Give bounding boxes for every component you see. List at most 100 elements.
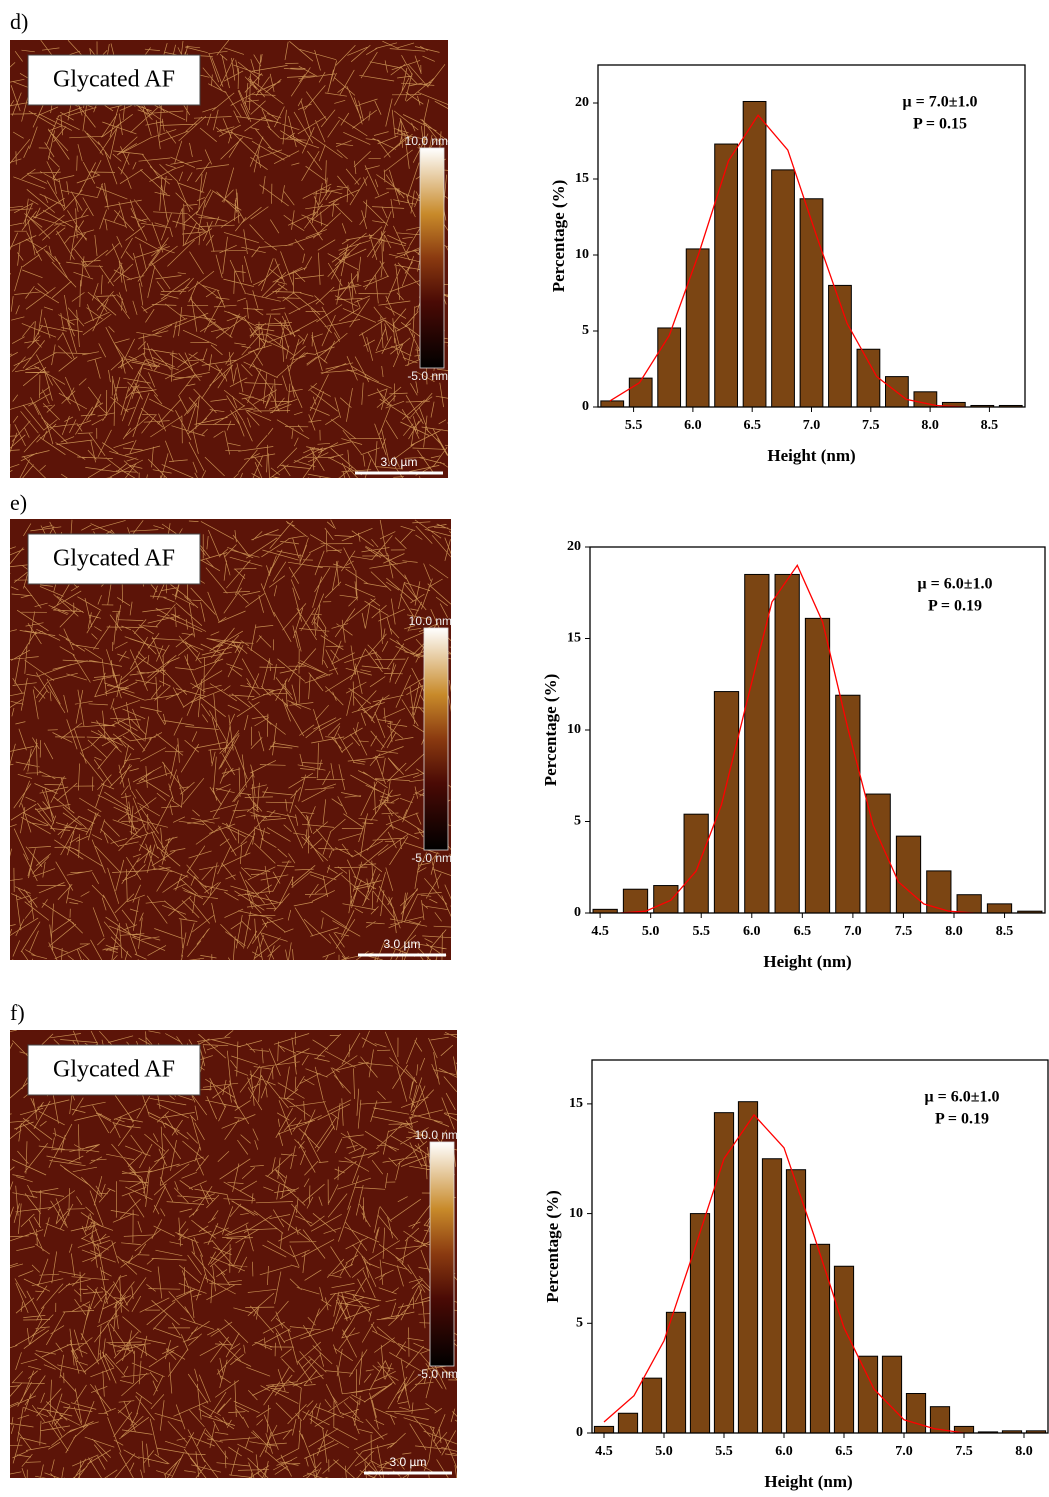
- x-tick-label: 6.0: [775, 1444, 793, 1459]
- x-tick-label: 6.5: [835, 1444, 853, 1459]
- y-tick-label: 5: [574, 814, 581, 829]
- annotation: P = 0.19: [928, 598, 982, 615]
- y-tick-label: 15: [567, 631, 581, 646]
- bar: [641, 1377, 663, 1433]
- x-tick-label: 7.0: [844, 924, 862, 939]
- tag-box: [27, 533, 201, 585]
- x-tick-label: 8.0: [1015, 1444, 1033, 1459]
- panel-label: d): [10, 9, 28, 34]
- y-axis-label: Percentage (%): [543, 1190, 562, 1303]
- y-tick-label: 5: [576, 1316, 583, 1331]
- bar: [809, 1243, 831, 1433]
- scale-bar-label: 3.0 µm: [381, 455, 418, 469]
- bar: [804, 617, 831, 913]
- scale-bar-label: 3.0 µm: [384, 937, 421, 951]
- x-tick-label: 6.0: [684, 418, 702, 433]
- colorbar: [429, 1141, 455, 1367]
- image-tag: Glycated AF: [53, 546, 175, 572]
- bar: [617, 1412, 639, 1433]
- x-tick-label: 7.5: [862, 418, 880, 433]
- y-tick-label: 15: [575, 171, 589, 186]
- afm-image: [10, 1030, 457, 1478]
- y-axis-label: Percentage (%): [549, 180, 568, 293]
- colorbar-max: 10.0 nm: [415, 1128, 458, 1142]
- bar: [833, 1265, 855, 1433]
- y-axis-label: Percentage (%): [541, 674, 560, 787]
- panel-label: f): [10, 1000, 25, 1025]
- bar: [941, 401, 966, 407]
- annotation: μ = 7.0±1.0: [903, 94, 978, 111]
- tag-box: [27, 54, 201, 106]
- bar: [761, 1158, 783, 1433]
- y-tick-label: 10: [567, 722, 581, 737]
- bar: [593, 1425, 615, 1433]
- bar: [1025, 1430, 1047, 1433]
- fibrils: [10, 519, 451, 960]
- annotation: P = 0.15: [913, 116, 967, 133]
- bar: [799, 198, 824, 407]
- bar: [628, 377, 653, 407]
- colorbar: [423, 627, 449, 851]
- x-axis-label: Height (nm): [767, 446, 855, 465]
- bar: [713, 1112, 735, 1433]
- panel-label: e): [10, 490, 27, 515]
- bar: [622, 888, 649, 913]
- bar: [1001, 1430, 1023, 1433]
- bar: [956, 894, 982, 913]
- colorbar-min: -5.0 nm: [411, 851, 452, 865]
- y-tick-label: 15: [569, 1096, 583, 1111]
- bar: [905, 1393, 927, 1433]
- x-tick-label: 5.0: [655, 1444, 673, 1459]
- x-axis-label: Height (nm): [764, 1472, 852, 1491]
- x-tick-label: 6.5: [794, 924, 812, 939]
- x-tick-label: 8.5: [996, 924, 1014, 939]
- bar: [881, 1355, 903, 1433]
- image-tag: Glycated AF: [53, 67, 175, 93]
- colorbar: [419, 147, 445, 369]
- x-tick-label: 5.0: [642, 924, 660, 939]
- scale-bar-label: 3.0 µm: [390, 1455, 427, 1469]
- bar: [742, 100, 767, 407]
- bar: [665, 1311, 687, 1433]
- image-tag: Glycated AF: [53, 1057, 175, 1083]
- bar: [771, 169, 795, 407]
- bar: [737, 1101, 759, 1433]
- bar: [657, 327, 682, 407]
- x-tick-label: 7.0: [895, 1444, 913, 1459]
- y-tick-label: 10: [569, 1206, 583, 1221]
- bar: [926, 870, 952, 913]
- bar: [970, 404, 995, 407]
- bar: [744, 573, 770, 913]
- annotation: μ = 6.0±1.0: [918, 576, 993, 593]
- y-tick-label: 20: [567, 539, 581, 554]
- x-tick-label: 6.0: [743, 924, 761, 939]
- fit-curve: [609, 114, 966, 407]
- tag-box: [27, 1044, 201, 1096]
- x-tick-label: 5.5: [692, 924, 710, 939]
- bar: [713, 691, 740, 913]
- bar: [685, 248, 710, 407]
- x-tick-label: 8.0: [921, 418, 939, 433]
- y-tick-label: 5: [582, 323, 589, 338]
- colorbar-max: 10.0 nm: [409, 614, 452, 628]
- fibrils: [10, 1030, 457, 1478]
- bar: [986, 903, 1013, 913]
- bar: [683, 813, 709, 913]
- bar: [857, 1355, 879, 1433]
- x-tick-label: 7.5: [955, 1444, 973, 1459]
- x-tick-label: 8.5: [981, 418, 999, 433]
- bar: [600, 400, 625, 407]
- x-tick-label: 7.0: [803, 418, 821, 433]
- plot-frame: [591, 1059, 1049, 1434]
- colorbar-min: -5.0 nm: [417, 1367, 458, 1381]
- fit-curve: [603, 1113, 965, 1433]
- x-tick-label: 7.5: [895, 924, 913, 939]
- bar: [592, 908, 618, 913]
- bar: [895, 835, 922, 913]
- bar: [998, 404, 1023, 407]
- afm-image: [10, 40, 448, 478]
- annotation: P = 0.19: [935, 1111, 989, 1128]
- bar: [689, 1213, 711, 1433]
- annotation: μ = 6.0±1.0: [925, 1089, 1000, 1106]
